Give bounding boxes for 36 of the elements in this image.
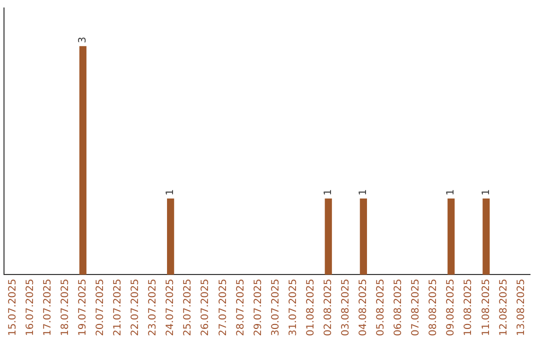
x-tick-label: 17.07.2025	[42, 278, 54, 336]
x-tick-label: 02.08.2025	[322, 278, 334, 336]
x-tick-label: 27.07.2025	[218, 278, 229, 336]
data-label: 1	[480, 189, 492, 196]
data-label: 1	[165, 189, 176, 196]
x-tick-label: 21.07.2025	[112, 278, 124, 336]
x-tick-label: 15.07.2025	[7, 278, 18, 336]
x-tick-label: 13.08.2025	[516, 278, 527, 336]
x-tick-label: 06.08.2025	[393, 278, 404, 336]
x-tick-label: 28.07.2025	[235, 278, 246, 336]
x-tick-label: 11.08.2025	[480, 278, 492, 336]
x-tick-label: 30.07.2025	[270, 278, 282, 336]
x-tick-label: 12.08.2025	[498, 278, 510, 336]
x-tick-label: 25.07.2025	[182, 278, 194, 336]
x-tick-label: 10.08.2025	[463, 278, 474, 336]
x-tick-label: 29.07.2025	[252, 278, 264, 336]
x-tick-label: 26.07.2025	[200, 278, 212, 336]
data-label: 1	[358, 189, 370, 196]
x-tick-label: 05.08.2025	[376, 278, 387, 336]
x-tick-label: 07.08.2025	[410, 278, 422, 336]
x-tick-label: 01.08.2025	[305, 278, 316, 336]
x-tick-label: 22.07.2025	[130, 278, 142, 336]
x-tick-label: 03.08.2025	[340, 278, 352, 336]
x-tick-label: 09.08.2025	[446, 278, 457, 336]
x-tick-label: 24.07.2025	[165, 278, 176, 336]
x-tick-label: 08.08.2025	[428, 278, 440, 336]
x-tick-label: 20.07.2025	[95, 278, 106, 336]
x-tick-label: 18.07.2025	[60, 278, 71, 336]
data-label: 3	[77, 36, 88, 44]
x-tick-label: 31.07.2025	[288, 278, 299, 336]
x-tick-label: 19.07.2025	[77, 278, 88, 336]
data-label: 1	[322, 189, 334, 196]
x-tick-label: 23.07.2025	[148, 278, 159, 336]
data-label: 1	[446, 189, 457, 196]
x-tick-label: 16.07.2025	[24, 278, 36, 336]
x-tick-label: 04.08.2025	[358, 278, 370, 336]
